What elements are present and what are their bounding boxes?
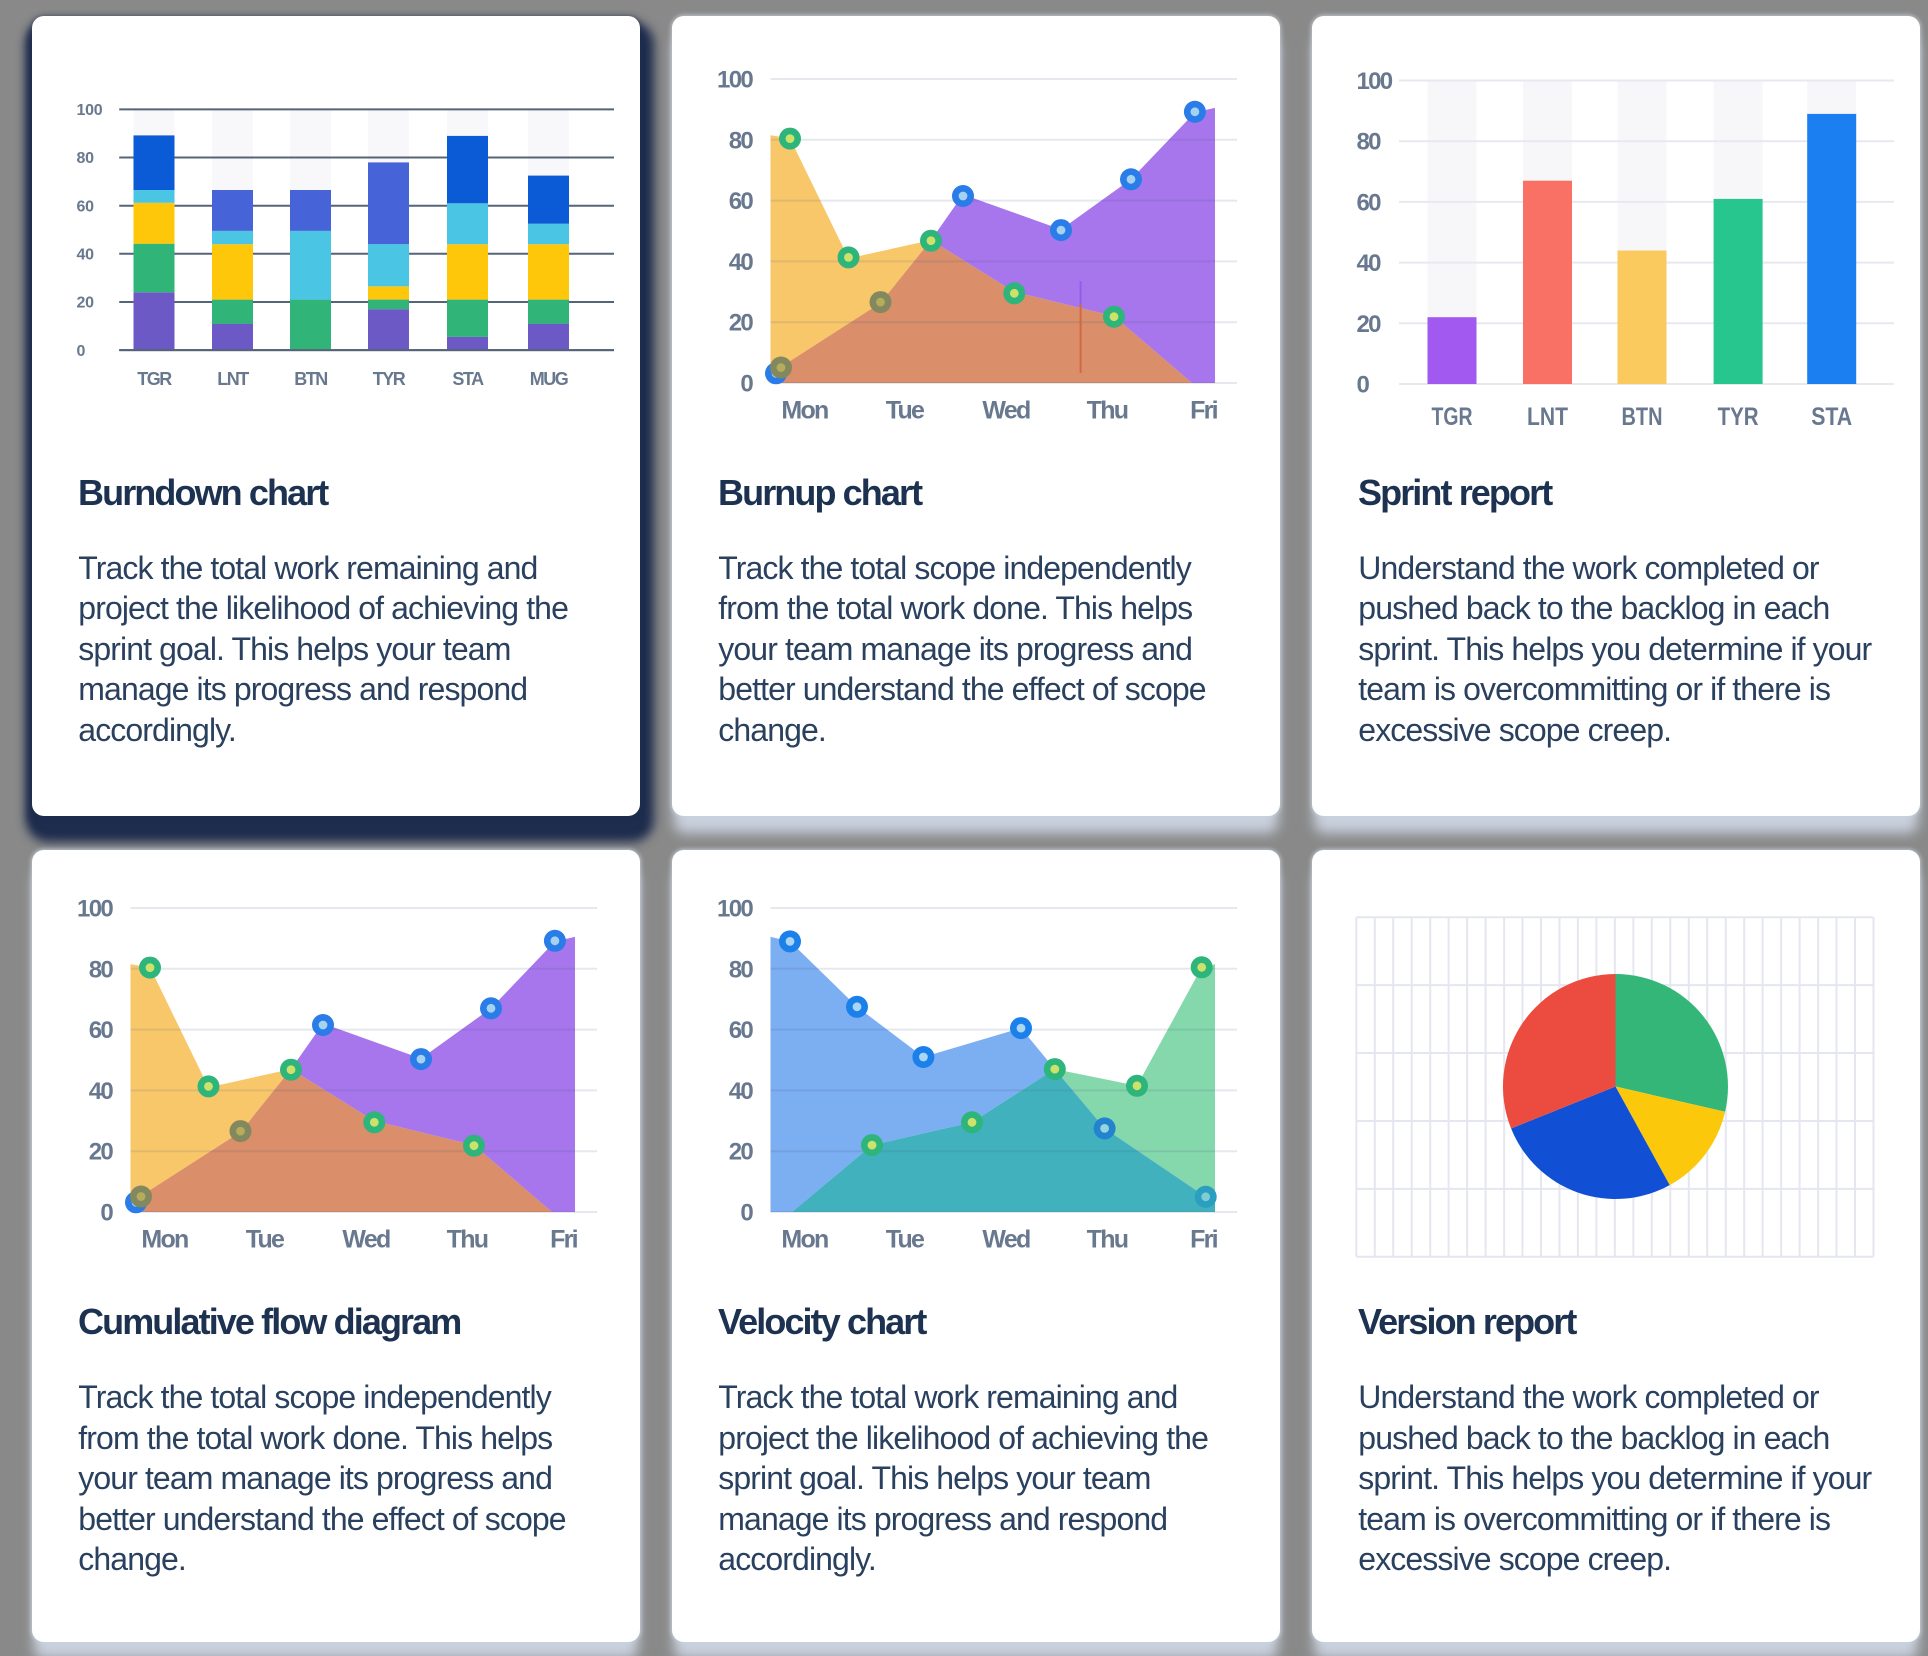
svg-text:TYR: TYR	[1718, 403, 1759, 431]
svg-text:Tue: Tue	[246, 1226, 285, 1254]
svg-text:20: 20	[89, 1139, 114, 1166]
svg-text:60: 60	[1357, 189, 1382, 216]
svg-text:Thu: Thu	[447, 1226, 488, 1254]
svg-text:100: 100	[1357, 68, 1393, 95]
svg-text:Wed: Wed	[982, 397, 1030, 425]
svg-text:20: 20	[1357, 311, 1382, 338]
svg-text:60: 60	[89, 1017, 114, 1044]
svg-text:Mon: Mon	[141, 1226, 188, 1254]
svg-text:20: 20	[729, 310, 754, 337]
svg-text:Mon: Mon	[781, 397, 828, 425]
svg-text:80: 80	[77, 150, 95, 167]
svg-text:40: 40	[729, 249, 754, 276]
svg-text:Thu: Thu	[1087, 397, 1128, 425]
svg-text:80: 80	[89, 956, 114, 983]
svg-text:80: 80	[1357, 129, 1382, 156]
svg-text:100: 100	[717, 896, 753, 923]
svg-text:STA: STA	[1811, 403, 1852, 431]
svg-text:LNT: LNT	[1527, 403, 1568, 431]
svg-text:100: 100	[77, 102, 103, 119]
svg-text:80: 80	[729, 127, 754, 154]
svg-text:TGR: TGR	[1432, 403, 1473, 431]
svg-text:100: 100	[77, 896, 113, 923]
svg-text:BTN: BTN	[1622, 403, 1663, 431]
svg-text:Tue: Tue	[886, 1226, 925, 1254]
svg-text:100: 100	[717, 67, 753, 94]
svg-text:TYR: TYR	[373, 369, 406, 389]
svg-text:Mon: Mon	[781, 1226, 828, 1254]
svg-text:40: 40	[77, 247, 95, 264]
svg-text:Wed: Wed	[342, 1226, 390, 1254]
svg-text:60: 60	[77, 198, 95, 215]
svg-text:Fri: Fri	[550, 1226, 578, 1254]
svg-text:60: 60	[729, 188, 754, 215]
svg-text:0: 0	[1357, 372, 1370, 399]
svg-text:20: 20	[77, 295, 95, 312]
svg-text:Fri: Fri	[1190, 397, 1218, 425]
svg-text:0: 0	[77, 343, 86, 360]
svg-text:40: 40	[1357, 250, 1382, 277]
svg-text:40: 40	[89, 1078, 114, 1105]
svg-text:60: 60	[729, 1017, 754, 1044]
svg-text:Thu: Thu	[1087, 1226, 1128, 1254]
svg-text:Fri: Fri	[1190, 1226, 1218, 1254]
svg-text:0: 0	[100, 1200, 113, 1227]
svg-text:LNT: LNT	[217, 369, 249, 389]
svg-text:40: 40	[729, 1078, 754, 1105]
svg-text:Tue: Tue	[886, 397, 925, 425]
svg-text:STA: STA	[452, 369, 484, 389]
svg-text:TGR: TGR	[137, 369, 172, 389]
svg-text:0: 0	[740, 1200, 753, 1227]
svg-text:MUG: MUG	[530, 369, 568, 389]
svg-text:Wed: Wed	[982, 1226, 1030, 1254]
svg-text:20: 20	[729, 1139, 754, 1166]
svg-text:BTN: BTN	[294, 369, 327, 389]
svg-text:0: 0	[740, 371, 753, 398]
svg-text:80: 80	[729, 956, 754, 983]
